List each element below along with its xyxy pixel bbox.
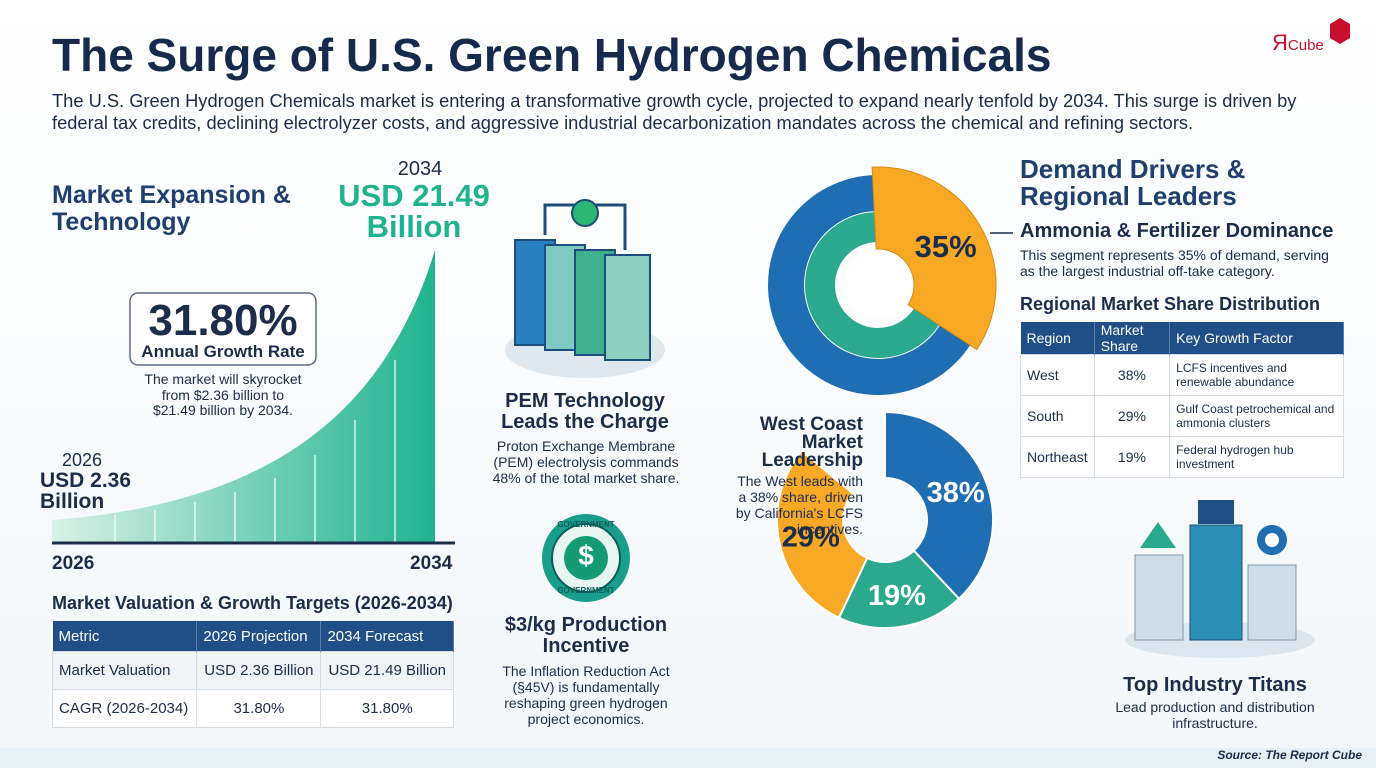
incentive-title: $3/kg Production Incentive	[504, 614, 668, 657]
table-cell: 31.80%	[320, 689, 454, 728]
region-segment	[837, 549, 961, 629]
west-title: West Coast Market Leadership	[759, 414, 863, 471]
titans-icon	[1125, 500, 1315, 658]
logo-text: Cube	[1287, 37, 1324, 54]
table-cell: 19%	[1093, 436, 1171, 478]
pem-text: Proton Exchange Membrane (PEM) electroly…	[492, 438, 680, 486]
header-row: Region Market Share Key Growth Factor	[1020, 322, 1344, 355]
demand-label: 35%	[915, 229, 977, 264]
west-text: The West leads with a 38% share, driven …	[735, 473, 863, 537]
government-badge	[542, 514, 630, 602]
end-value: USD 21.49 Billion	[338, 178, 490, 244]
demand-text: This segment represents 35% of demand, s…	[1020, 247, 1329, 279]
badge-bottom: GOVERNMENT	[557, 586, 615, 595]
table-row: West 38% LCFS incentives and renewable abu…	[1020, 354, 1344, 396]
pem-icon	[505, 199, 665, 378]
regional-table: Region Market Share Key Growth Factor West 3…	[1020, 322, 1344, 478]
axis-end: 2034	[410, 553, 453, 574]
table-cell: Market Valuation	[51, 651, 198, 690]
table-cell: 29%	[1093, 395, 1171, 437]
market-heading: Market Expansion & Technology	[52, 181, 291, 236]
demand-heading: Demand Drivers & Regional Leaders	[1020, 154, 1246, 211]
source: Source: The Report Cube	[1217, 748, 1362, 762]
region-label: 19%	[868, 580, 926, 612]
growth-box	[129, 292, 317, 366]
table-cell: South	[1020, 395, 1095, 437]
subtitle: The U.S. Green Hydrogen Chemicals market…	[52, 90, 1297, 133]
end-year: 2034	[397, 158, 443, 180]
region-label: 29%	[782, 522, 840, 554]
table-row: South 29% Gulf Coast petrochemical and amm…	[1020, 395, 1344, 437]
header-row: Metric 2026 Projection 2034 Forecast	[52, 621, 454, 652]
logo-mark-text: Я	[1272, 30, 1288, 55]
growth-label: Annual Growth Rate	[141, 342, 305, 361]
badge-symbol: $	[578, 540, 594, 571]
table-cell: West	[1020, 354, 1095, 396]
valuation-table: Metric 2026 Projection 2034 Forecast Market…	[51, 621, 454, 728]
table-cell: Northeast	[1020, 436, 1095, 478]
valuation-heading: Market Valuation & Growth Targets (2026-…	[52, 593, 453, 613]
table-row: Market Valuation USD 2.36 Billion USD 21.4…	[51, 651, 454, 690]
table-cell: Federal hydrogen hub investment	[1169, 436, 1344, 478]
title: The Surge of U.S. Green Hydrogen Chemica…	[52, 29, 1052, 81]
column-header: Region	[1020, 322, 1095, 355]
logo-cube	[1330, 18, 1350, 44]
table-cell: Gulf Coast petrochemical and ammonia clu…	[1169, 395, 1344, 437]
column-header: 2034 Forecast	[320, 621, 454, 652]
region-label: 38%	[927, 477, 985, 509]
region-segment	[884, 410, 994, 601]
column-header: Key Growth Factor	[1169, 322, 1344, 355]
pem-title: PEM Technology Leads the Charge	[501, 390, 669, 433]
growth-rate: 31.80%	[148, 296, 298, 345]
badge-top: GOVERNMENT	[557, 520, 615, 529]
growth-note: The market will skyrocket from $2.36 bil…	[144, 371, 302, 418]
table-cell: CAGR (2026-2034)	[51, 689, 198, 728]
start-value: USD 2.36 Billion	[40, 469, 132, 513]
column-header: 2026 Projection	[196, 621, 322, 652]
column-header: Metric	[52, 621, 198, 652]
incentive-text: The Inflation Reduction Act (§45V) is fu…	[502, 663, 670, 727]
table-cell: 31.80%	[196, 689, 322, 728]
axis-start: 2026	[52, 553, 95, 574]
donut-hole	[844, 251, 912, 319]
table-row: Northeast 19% Federal hydrogen hub investm…	[1020, 436, 1344, 478]
logo-mark: ЯCube	[1272, 30, 1324, 56]
region-segment	[776, 449, 869, 620]
table-cell: USD 21.49 Billion	[320, 651, 454, 690]
regional-heading: Regional Market Share Distribution	[1020, 294, 1321, 314]
titans-title: Top Industry Titans	[1123, 674, 1307, 696]
titans-text: Lead production and distribution infrast…	[1115, 699, 1315, 731]
demand-segment	[871, 166, 997, 351]
table-cell: 38%	[1093, 354, 1171, 396]
curve-bars	[114, 360, 396, 543]
column-header: Market Share	[1094, 322, 1171, 355]
table-cell: LCFS incentives and renewable abundance	[1169, 354, 1344, 396]
growth-curve	[52, 250, 435, 543]
table-cell: USD 2.36 Billion	[196, 651, 322, 690]
table-row: CAGR (2026-2034) 31.80% 31.80%	[51, 689, 454, 728]
footer-band	[0, 748, 1376, 768]
start-year: 2026	[62, 450, 103, 470]
demand-subheading: Ammonia & Fertilizer Dominance	[1020, 220, 1334, 242]
